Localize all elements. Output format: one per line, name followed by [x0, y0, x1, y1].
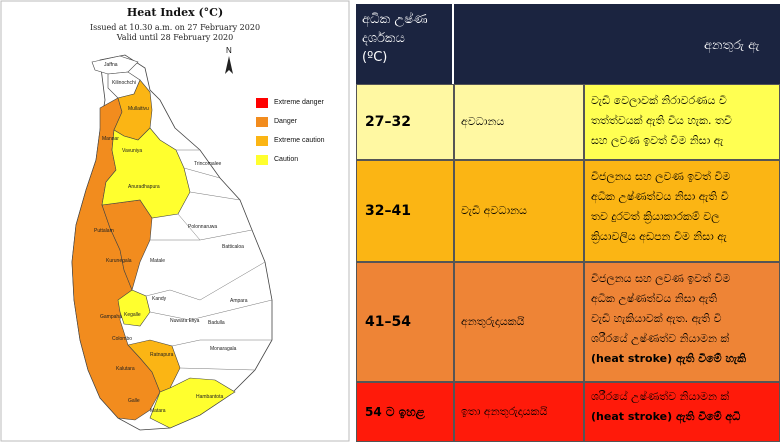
legend-label: Caution — [274, 156, 299, 163]
row-level: අවධානය — [454, 84, 584, 160]
row-level: ඉතා අනතුරුදායකයි — [454, 382, 584, 442]
legend-swatch-danger — [256, 116, 268, 127]
district-label: Matara — [150, 408, 166, 414]
district-label: Kurunegala — [106, 258, 132, 264]
effect-line: ශරීරයේ උෂ්ණත්ව නියාමන ක්‍ — [591, 332, 730, 345]
north-arrow-icon — [225, 56, 233, 74]
table-header-index: අධික උෂ්ණ දර්ශකය (ºC) — [356, 4, 452, 84]
district-label: Ratnapura — [150, 352, 174, 358]
effect-line: (heat stroke) ඇති වීමේ අධි — [591, 410, 741, 423]
region-caution-kegalle — [117, 289, 151, 327]
effect-line: තව දුරටත් ක්‍රියාකාරකම් වල — [591, 210, 720, 223]
effect-line: අධික උෂ්ණත්වය නිසා ඇති වි — [591, 190, 729, 203]
map-title: Heat Index (°C) — [126, 6, 224, 19]
effect-line: වැඩි වෙලාවක් නිරාවරණය වී — [591, 94, 727, 107]
row-range: 27–32 — [356, 84, 454, 160]
effect-line: විජලනය සහ ලවණ ඉවත් වීම — [591, 272, 731, 285]
district-label: Batticaloa — [222, 244, 244, 250]
district-label: Nuwara Eliya — [170, 318, 200, 324]
header-index-line: දර්ශකය — [362, 31, 405, 46]
heat-index-map-panel: N Jaffna Kilinochchi Mullaitivu Mannar Vavun… — [0, 0, 350, 442]
district-label: Mullaitivu — [128, 106, 149, 112]
row-effect: ශරීරයේ උෂ්ණත්ව නියාමන ක්‍ (heat stroke) … — [584, 382, 780, 442]
map-legend: Extreme danger Danger Extreme caution Ca… — [256, 93, 325, 169]
row-effect: විජලනය සහ ලවණ ඉවත් වීම අධික උෂ්ණත්වය නිස… — [584, 262, 780, 382]
table-header-effect: අනතුරු ඇ — [454, 4, 780, 84]
table-row: 27–32 අවධානය වැඩි වෙලාවක් නිරාවරණය වී තත… — [356, 84, 780, 160]
district-labels: Jaffna Kilinochchi Mullaitivu MannarVavuniy… — [94, 62, 248, 414]
district-label: Kalutara — [116, 366, 135, 372]
district-label: Gampaha — [100, 314, 122, 320]
district-label: Trincomalee — [194, 161, 222, 167]
table-row: 32–41 වැඩි අවධානය විජලනය සහ ලවණ ඉවත් වීම… — [356, 160, 780, 262]
district-label: Monaragala — [210, 346, 237, 352]
district-label: Jaffna — [104, 62, 118, 68]
district-label: Anuradhapura — [128, 184, 160, 190]
row-range: 54 ට ඉහළ — [356, 382, 454, 442]
row-effect: වැඩි වෙලාවක් නිරාවරණය වී තත්ත්වයක් ඇති ව… — [584, 84, 780, 160]
district-label: Ampara — [230, 298, 248, 304]
legend-swatch-extreme-danger — [256, 97, 268, 108]
district-label: Matale — [150, 258, 165, 264]
map-valid: Valid until 28 February 2020 — [116, 33, 234, 42]
district-label: Vavuniya — [122, 148, 142, 154]
map-issued: Issued at 10.30 a.m. on 27 February 2020 — [89, 23, 261, 32]
effect-line: ක්‍රියාවලිය අඩපන වීම නිසා ඇ — [591, 230, 727, 243]
row-range: 41–54 — [356, 262, 454, 382]
effect-line: විජලනය සහ ලවණ ඉවත් වීම — [591, 170, 731, 183]
heat-index-table: අධික උෂ්ණ දර්ශකය (ºC) අනතුරු ඇ 27–32 අවධ… — [352, 0, 780, 442]
effect-line: තත්ත්වයක් ඇති විය හැක. තවි — [591, 114, 732, 127]
row-level: අනතුරුදායකයි — [454, 262, 584, 382]
effect-line: (heat stroke) ඇති වීමේ හැකි — [591, 352, 747, 365]
district-label: Badulla — [208, 320, 225, 326]
legend-swatch-caution — [256, 154, 268, 165]
header-effect-label: අනතුරු ඇ — [704, 38, 760, 53]
region-caution-north — [101, 127, 191, 219]
legend-label: Extreme danger — [274, 99, 324, 106]
row-range: 32–41 — [356, 160, 454, 262]
district-label: Puttalam — [94, 228, 114, 234]
legend-item: Caution — [256, 150, 325, 169]
legend-item: Danger — [256, 112, 325, 131]
district-label: Kegalle — [124, 312, 141, 318]
row-level: වැඩි අවධානය — [454, 160, 584, 262]
legend-item: Extreme danger — [256, 93, 325, 112]
district-label: Colombo — [112, 336, 132, 342]
legend-swatch-extreme-caution — [256, 135, 268, 146]
effect-line: අධික උෂ්ණත්වය නිසා ඇති — [591, 292, 718, 305]
district-label: Galle — [128, 398, 140, 404]
legend-label: Danger — [274, 118, 297, 125]
sri-lanka-map: N Jaffna Kilinochchi Mullaitivu MannarVavun… — [0, 0, 350, 442]
district-label: Mannar — [102, 136, 119, 142]
district-label: Hambantota — [196, 394, 223, 400]
table-row: 54 ට ඉහළ ඉතා අනතුරුදායකයි ශරීරයේ උෂ්ණත්ව… — [356, 382, 780, 442]
legend-label: Extreme caution — [274, 137, 325, 144]
district-label: Kilinochchi — [112, 80, 136, 86]
header-index-line: (ºC) — [362, 50, 388, 65]
header-index-line: අධික උෂ්ණ — [362, 12, 428, 27]
north-label: N — [226, 46, 232, 55]
table-row: 41–54 අනතුරුදායකයි විජලනය සහ ලවණ ඉවත් වී… — [356, 262, 780, 382]
row-effect: විජලනය සහ ලවණ ඉවත් වීම අධික උෂ්ණත්වය නිස… — [584, 160, 780, 262]
effect-line: ශරීරයේ උෂ්ණත්ව නියාමන ක්‍ — [591, 390, 730, 403]
legend-item: Extreme caution — [256, 131, 325, 150]
effect-line: වැඩි හැකියාවක් ඇත. ඇති වි — [591, 312, 722, 325]
region-caution-south — [149, 377, 236, 429]
district-label: Polonnaruwa — [188, 224, 217, 230]
effect-line: සහ ලවණ ඉවත් වීම නිසා ඇ — [591, 134, 724, 147]
district-label: Kandy — [152, 296, 167, 302]
